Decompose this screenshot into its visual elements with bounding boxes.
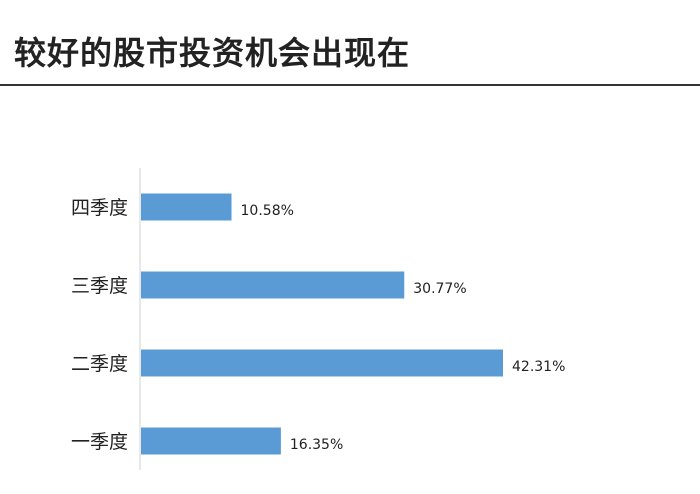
bar-3 (141, 349, 503, 377)
value-label: 10.58% (241, 203, 294, 219)
bar-4 (141, 427, 281, 455)
category-label: 二季度 (71, 353, 128, 375)
bar-1 (141, 193, 232, 221)
category-label: 四季度 (71, 197, 128, 219)
value-label: 30.77% (413, 281, 466, 297)
category-label: 三季度 (71, 275, 128, 297)
value-label: 42.31% (512, 359, 565, 375)
bar-2 (141, 271, 405, 299)
category-label: 一季度 (71, 431, 128, 453)
bar-group: 四季度 10.58% 三季度 30.77% 二季度 42.31% 一季度 16.35% (71, 193, 565, 455)
title-divider (0, 84, 700, 86)
chart-title: 较好的股市投资机会出现在 (14, 34, 411, 72)
value-label: 16.35% (290, 437, 343, 453)
